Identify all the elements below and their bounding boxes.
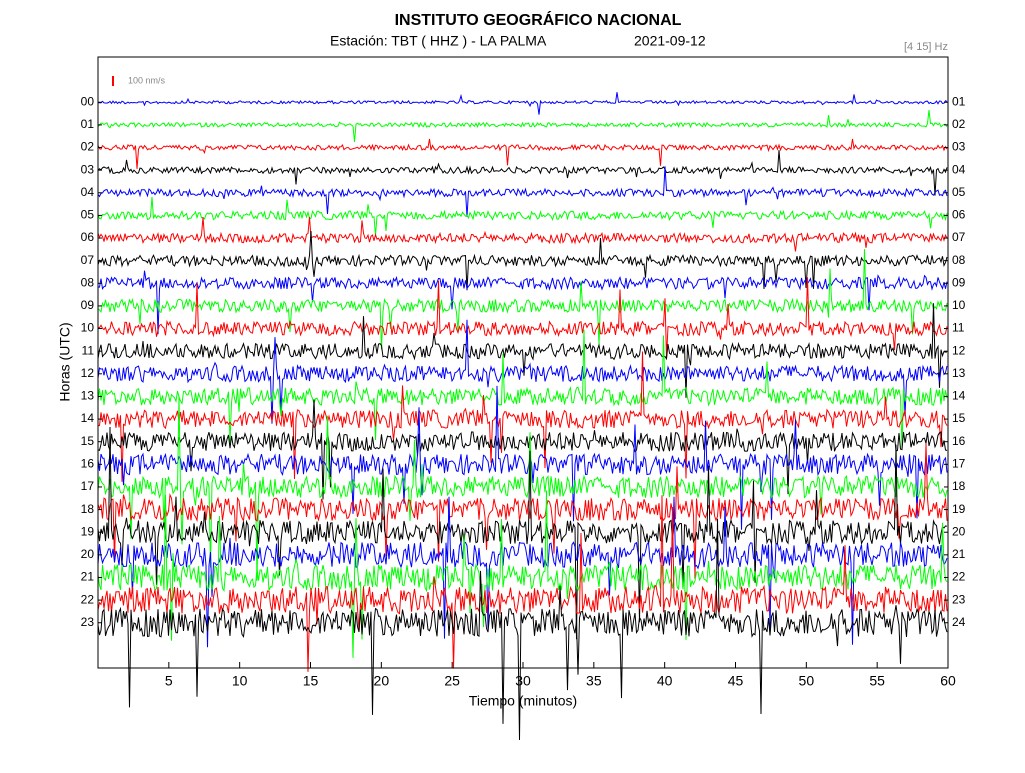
x-tick-label: 10	[232, 673, 248, 689]
y2-tick-label: 01	[952, 94, 966, 108]
x-tick-label: 50	[799, 673, 815, 689]
y-tick-label: 11	[82, 343, 95, 357]
trace	[97, 196, 948, 236]
y-tick-label: 05	[81, 208, 95, 222]
y-tick-label: 18	[81, 502, 95, 516]
y2-tick-label: 16	[952, 434, 966, 448]
y-tick-label: 06	[81, 230, 95, 244]
y-axis-label: Horas (UTC)	[57, 322, 73, 401]
y-tick-label: 07	[81, 253, 95, 267]
y2-tick-label: 08	[952, 253, 966, 267]
x-axis-label: Tiempo (minutos)	[469, 693, 577, 709]
trace	[97, 518, 948, 741]
x-tick-label: 20	[374, 673, 390, 689]
y-tick-label: 14	[81, 411, 95, 425]
x-tick-label: 5	[165, 673, 173, 689]
x-tick-label: 55	[869, 673, 885, 689]
y2-tick-label: 17	[952, 457, 966, 471]
y2-tick-label: 09	[952, 275, 966, 289]
trace	[97, 496, 948, 648]
y-tick-label: 12	[81, 366, 95, 380]
trace	[97, 399, 948, 500]
trace	[97, 426, 948, 640]
y-tick-label: 03	[81, 162, 95, 176]
trace	[97, 110, 948, 142]
trace	[97, 150, 948, 196]
date: 2021-09-12	[634, 33, 706, 49]
y-tick-label: 10	[81, 321, 95, 335]
y2-tick-label: 14	[952, 389, 966, 403]
trace	[97, 329, 948, 449]
station: Estación: TBT ( HHZ ) - LA PALMA	[330, 33, 547, 49]
y-tick-label: 09	[81, 298, 95, 312]
y2-tick-label: 19	[952, 502, 966, 516]
scale-bar	[112, 76, 114, 86]
y2-tick-label: 05	[952, 185, 966, 199]
y2-tick-label: 07	[952, 230, 966, 244]
y2-tick-label: 03	[952, 140, 966, 154]
y-tick-label: 08	[81, 275, 95, 289]
y2-tick-label: 02	[952, 117, 966, 131]
y-tick-label: 00	[81, 94, 95, 108]
trace	[97, 351, 948, 482]
trace	[97, 303, 948, 398]
chart-title: INSTITUTO GEOGRÁFICO NACIONAL	[395, 10, 682, 29]
y-tick-label: 01	[81, 117, 95, 131]
y2-tick-label: 04	[952, 162, 966, 176]
scale-label: 100 nm/s	[128, 75, 166, 85]
trace	[97, 495, 948, 672]
trace	[97, 166, 948, 217]
trace	[97, 490, 948, 658]
trace	[97, 270, 948, 335]
y2-tick-label: 11	[952, 321, 965, 335]
y2-tick-label: 06	[952, 208, 966, 222]
trace	[97, 319, 948, 424]
y2-tick-label: 13	[952, 366, 966, 380]
x-tick-label: 45	[728, 673, 744, 689]
y-tick-label: 21	[81, 570, 95, 584]
trace	[97, 138, 948, 169]
y-tick-label: 17	[81, 479, 95, 493]
x-tick-label: 25	[444, 673, 460, 689]
trace	[97, 277, 948, 359]
trace	[97, 396, 948, 581]
y-tick-label: 19	[81, 524, 95, 538]
y2-tick-label: 12	[952, 343, 966, 357]
y-tick-label: 22	[81, 592, 95, 606]
y-tick-label: 13	[81, 389, 95, 403]
trace	[97, 92, 948, 115]
filter: [4 15] Hz	[904, 41, 948, 53]
trace	[97, 230, 948, 291]
trace	[97, 443, 948, 579]
y-tick-label: 23	[81, 615, 95, 629]
x-tick-label: 40	[657, 673, 673, 689]
trace	[97, 216, 948, 252]
trace	[97, 249, 948, 350]
y2-tick-label: 23	[952, 592, 966, 606]
x-tick-label: 35	[586, 673, 602, 689]
y2-tick-label: 24	[952, 615, 966, 629]
y2-tick-label: 22	[952, 570, 966, 584]
y2-tick-label: 10	[952, 298, 966, 312]
y-tick-label: 15	[81, 434, 95, 448]
y-tick-label: 20	[81, 547, 95, 561]
trace	[97, 385, 948, 530]
y2-tick-label: 15	[952, 411, 966, 425]
y-tick-label: 02	[81, 140, 95, 154]
x-tick-label: 30	[515, 673, 531, 689]
x-tick-label: 15	[303, 673, 319, 689]
y2-tick-label: 20	[952, 524, 966, 538]
x-tick-label: 60	[940, 673, 956, 689]
traces	[97, 92, 948, 741]
y2-tick-label: 18	[952, 479, 966, 493]
y-tick-label: 16	[81, 457, 95, 471]
y-tick-label: 04	[81, 185, 95, 199]
y2-tick-label: 21	[952, 547, 966, 561]
